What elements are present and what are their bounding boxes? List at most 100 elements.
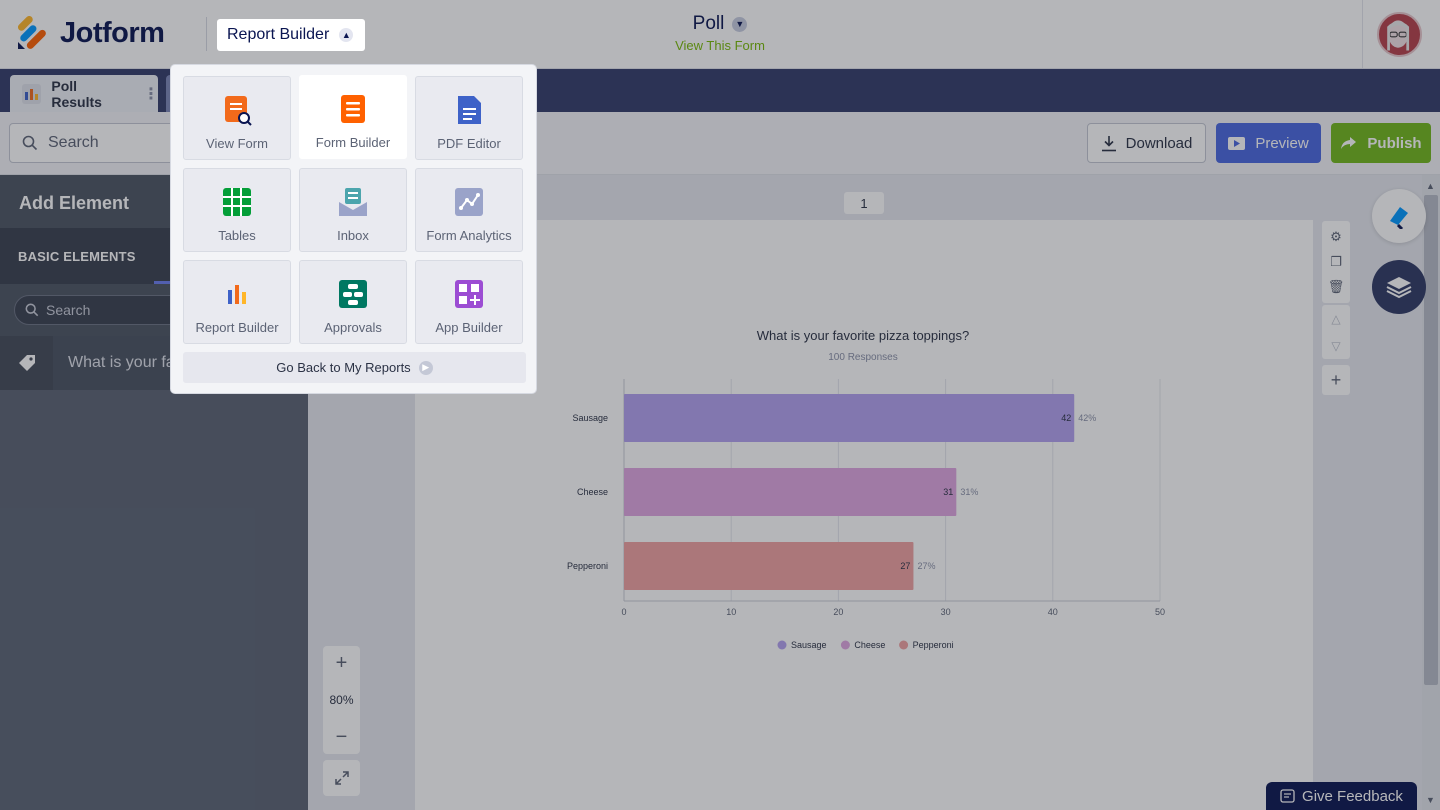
x-tick-label: 30 xyxy=(941,607,951,617)
report-chart-icon xyxy=(22,83,42,104)
bar xyxy=(624,468,957,516)
toolbar-search-input[interactable]: Search xyxy=(9,123,199,163)
plus-icon: + xyxy=(1330,369,1342,390)
report-canvas: 1 What is your favorite pizza toppings? … xyxy=(308,175,1422,810)
search-placeholder: Search xyxy=(48,134,99,151)
legend-label: Cheese xyxy=(854,640,885,650)
menu-item-label: Inbox xyxy=(337,228,369,243)
download-label: Download xyxy=(1125,134,1193,152)
percent-label: 42% xyxy=(1078,413,1096,423)
paint-roller-icon xyxy=(1390,207,1408,229)
download-icon xyxy=(1101,135,1116,151)
jotform-logo-icon xyxy=(17,16,46,49)
menu-item-label: Form Analytics xyxy=(426,228,512,243)
category-label: Sausage xyxy=(572,413,608,423)
tag-icon xyxy=(0,336,53,390)
legend-swatch xyxy=(840,640,850,650)
menu-item-form-analytics[interactable]: Form Analytics xyxy=(415,168,523,252)
legend-swatch xyxy=(777,640,787,650)
publish-button[interactable]: Publish xyxy=(1331,123,1431,163)
chevron-up-icon[interactable]: △ xyxy=(1331,311,1341,326)
menu-item-label: Form Builder xyxy=(315,135,391,150)
percent-label: 27% xyxy=(917,561,935,571)
download-button[interactable]: Download xyxy=(1087,123,1206,163)
menu-item-view-form[interactable]: View Form xyxy=(183,76,291,160)
chevron-down-icon[interactable]: ▽ xyxy=(1331,338,1341,353)
tab-label: Poll Results xyxy=(51,77,102,110)
report-builder-icon xyxy=(228,285,246,304)
expand-icon xyxy=(334,771,349,785)
scroll-up-arrow-icon[interactable]: ▲ xyxy=(1426,181,1435,191)
give-feedback-button[interactable]: Give Feedback xyxy=(1266,782,1417,810)
value-label: 27 xyxy=(900,561,910,571)
menu-item-form-builder[interactable]: Form Builder xyxy=(299,75,407,159)
search-icon xyxy=(25,303,39,317)
menu-item-app-builder[interactable]: App Builder xyxy=(415,260,523,344)
zoom-level: 80% xyxy=(329,693,354,707)
element-search-input[interactable]: Search xyxy=(14,295,194,325)
gear-icon[interactable]: ⚙ xyxy=(1330,229,1342,245)
chart-bars: Sausage 42 42% Cheese 31 31% Pepperoni 27 27% xyxy=(567,394,1096,590)
zoom-in-button[interactable]: + xyxy=(335,652,348,674)
legend-label: Sausage xyxy=(791,640,827,650)
avatar-illustration xyxy=(1387,20,1410,51)
value-label: 31 xyxy=(943,487,953,497)
publish-label: Publish xyxy=(1367,134,1422,152)
zoom-out-button[interactable]: − xyxy=(335,726,348,748)
chevron-right-icon: ▶ xyxy=(418,360,433,375)
tables-icon xyxy=(223,188,251,216)
chevron-up-icon: ▲ xyxy=(339,28,354,42)
header-divider-right xyxy=(1362,0,1363,69)
tab-poll-results[interactable]: Poll Results ⋮ xyxy=(10,75,159,112)
category-label: Pepperoni xyxy=(567,561,608,571)
chevron-down-icon: ▼ xyxy=(732,16,748,32)
x-tick-label: 20 xyxy=(833,607,843,617)
fullscreen-button[interactable] xyxy=(323,760,360,796)
design-panel-button[interactable] xyxy=(1372,189,1426,243)
add-element-button[interactable]: + xyxy=(1322,365,1350,395)
x-tick-label: 0 xyxy=(621,607,626,617)
form-title-dropdown[interactable]: Poll ▼ xyxy=(693,13,748,35)
element-search-placeholder: Search xyxy=(46,302,91,318)
menu-item-inbox[interactable]: Inbox xyxy=(299,168,407,252)
app-builder-icon xyxy=(455,280,483,308)
form-builder-icon xyxy=(341,95,365,123)
view-form-link[interactable]: View This Form xyxy=(675,38,765,53)
layers-icon xyxy=(1386,277,1412,299)
preview-label: Preview xyxy=(1255,134,1309,152)
top-header: Jotform Poll ▼ View This Form xyxy=(0,0,1440,69)
menu-item-label: Report Builder xyxy=(195,320,279,335)
jotform-logo[interactable]: Jotform xyxy=(16,16,165,50)
approvals-icon xyxy=(339,280,367,308)
preview-button[interactable]: Preview xyxy=(1216,123,1321,163)
value-label: 42 xyxy=(1061,413,1071,423)
scroll-down-arrow-icon[interactable]: ▼ xyxy=(1426,795,1435,805)
duplicate-icon[interactable]: ❐ xyxy=(1330,253,1342,269)
category-label: Cheese xyxy=(577,487,608,497)
trash-icon[interactable]: 🗑 xyxy=(1327,278,1345,294)
element-tools: ⚙ ❐ 🗑 xyxy=(1322,221,1350,303)
scrollbar-thumb[interactable] xyxy=(1424,195,1438,685)
back-to-reports-button[interactable]: Go Back to My Reports ▶ xyxy=(183,352,526,383)
x-tick-label: 50 xyxy=(1155,607,1165,617)
menu-item-pdf-editor[interactable]: PDF Editor xyxy=(415,76,523,160)
form-title: Poll xyxy=(692,13,725,34)
menu-item-label: App Builder xyxy=(435,320,503,335)
pdf-editor-icon xyxy=(458,96,481,124)
menu-item-approvals[interactable]: Approvals xyxy=(299,260,407,344)
feedback-icon xyxy=(1280,788,1295,803)
app-switcher-button[interactable]: Report Builder ▲ xyxy=(217,19,366,51)
layers-panel-button[interactable] xyxy=(1372,260,1426,314)
bar xyxy=(624,394,1075,442)
legend-swatch xyxy=(899,640,909,650)
x-tick-label: 10 xyxy=(726,607,736,617)
user-avatar[interactable] xyxy=(1377,12,1422,57)
zoom-controls: + 80% − xyxy=(323,646,360,754)
menu-item-report-builder[interactable]: Report Builder xyxy=(183,260,291,344)
tab-more-icon[interactable]: ⋮ xyxy=(143,85,159,103)
page-number-badge: 1 xyxy=(844,192,884,214)
bar-chart[interactable]: What is your favorite pizza toppings? 10… xyxy=(308,175,1422,810)
percent-label: 31% xyxy=(960,487,978,497)
search-icon xyxy=(22,135,38,151)
menu-item-tables[interactable]: Tables xyxy=(183,168,291,252)
